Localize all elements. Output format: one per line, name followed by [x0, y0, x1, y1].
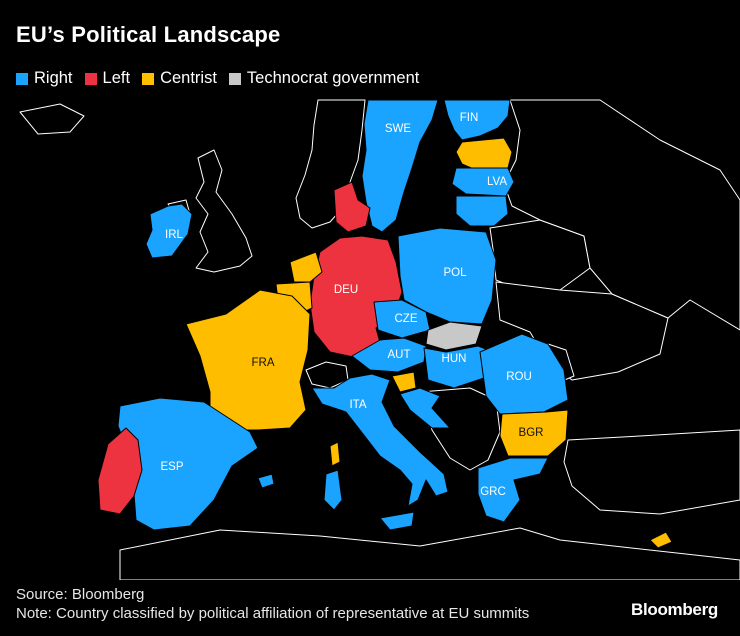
label-irl: IRL [165, 229, 184, 241]
legend-swatch-technocrat [228, 72, 241, 85]
label-deu: DEU [334, 284, 358, 296]
label-swe: SWE [385, 123, 412, 135]
country-fra [185, 289, 311, 431]
country-dnk [333, 181, 371, 233]
country-tur [563, 429, 740, 515]
bloomberg-logo: Bloomberg [630, 600, 718, 619]
europe-map: SWE FIN LVA IRL DEU POL CZE FRA AUT HUN … [19, 99, 740, 580]
label-aut: AUT [388, 349, 411, 361]
legend: Right Left Centrist Technocrat governmen… [16, 69, 431, 88]
label-lva: LVA [487, 176, 507, 188]
label-pol: POL [443, 267, 467, 279]
country-cyp [649, 531, 673, 549]
country-labels: SWE FIN LVA IRL DEU POL CZE FRA AUT HUN … [160, 112, 543, 498]
country-swe [361, 99, 439, 233]
country-isl [19, 103, 85, 135]
label-esp: ESP [160, 461, 183, 473]
country-svn [391, 371, 417, 393]
legend-item-technocrat: Technocrat government [228, 69, 420, 88]
legend-swatch-left [84, 72, 97, 85]
legend-item-left: Left [84, 69, 131, 88]
legend-swatch-right [16, 72, 28, 85]
legend-item-right: Right [16, 69, 73, 88]
label-fin: FIN [460, 112, 479, 124]
country-grc [477, 457, 549, 523]
country-pol [397, 227, 497, 325]
legend-label-centrist: Centrist [160, 69, 217, 87]
island-corsica [329, 441, 341, 467]
country-srb [419, 387, 501, 471]
legend-label-left: Left [102, 69, 131, 87]
country-ukr [495, 281, 669, 381]
label-cze: CZE [395, 313, 418, 325]
country-ita [311, 373, 449, 507]
region-north-africa [119, 527, 740, 580]
footnote: Note: Country classified by political af… [16, 605, 530, 622]
country-rou [479, 333, 569, 415]
island-balearics [257, 473, 275, 489]
legend-swatch-centrist [142, 72, 155, 85]
legend-label-right: Right [34, 69, 73, 87]
island-sardinia [323, 469, 343, 511]
label-grc: GRC [480, 486, 506, 498]
country-est [455, 137, 513, 171]
label-fra: FRA [252, 357, 275, 369]
country-nor [295, 99, 366, 229]
source-note: Source: Bloomberg [16, 586, 145, 603]
country-nld [289, 251, 323, 283]
chart-title: EU’s Political Landscape [16, 22, 281, 47]
non-eu-land [19, 99, 740, 580]
legend-item-centrist: Centrist [142, 69, 217, 88]
country-prt [97, 427, 143, 515]
country-ltu [455, 195, 509, 227]
label-bgr: BGR [519, 427, 544, 439]
eu-countries [97, 99, 673, 549]
country-svk [425, 321, 483, 351]
country-gbr [195, 149, 253, 273]
label-rou: ROU [506, 371, 532, 383]
country-fin [443, 99, 511, 141]
country-hrv [399, 387, 451, 429]
country-deu [309, 235, 403, 359]
island-sicily [379, 511, 415, 531]
country-irl [145, 203, 193, 259]
label-hun: HUN [442, 353, 467, 365]
label-ita: ITA [349, 399, 366, 411]
legend-label-technocrat: Technocrat government [246, 69, 420, 87]
country-bgr [499, 409, 569, 457]
